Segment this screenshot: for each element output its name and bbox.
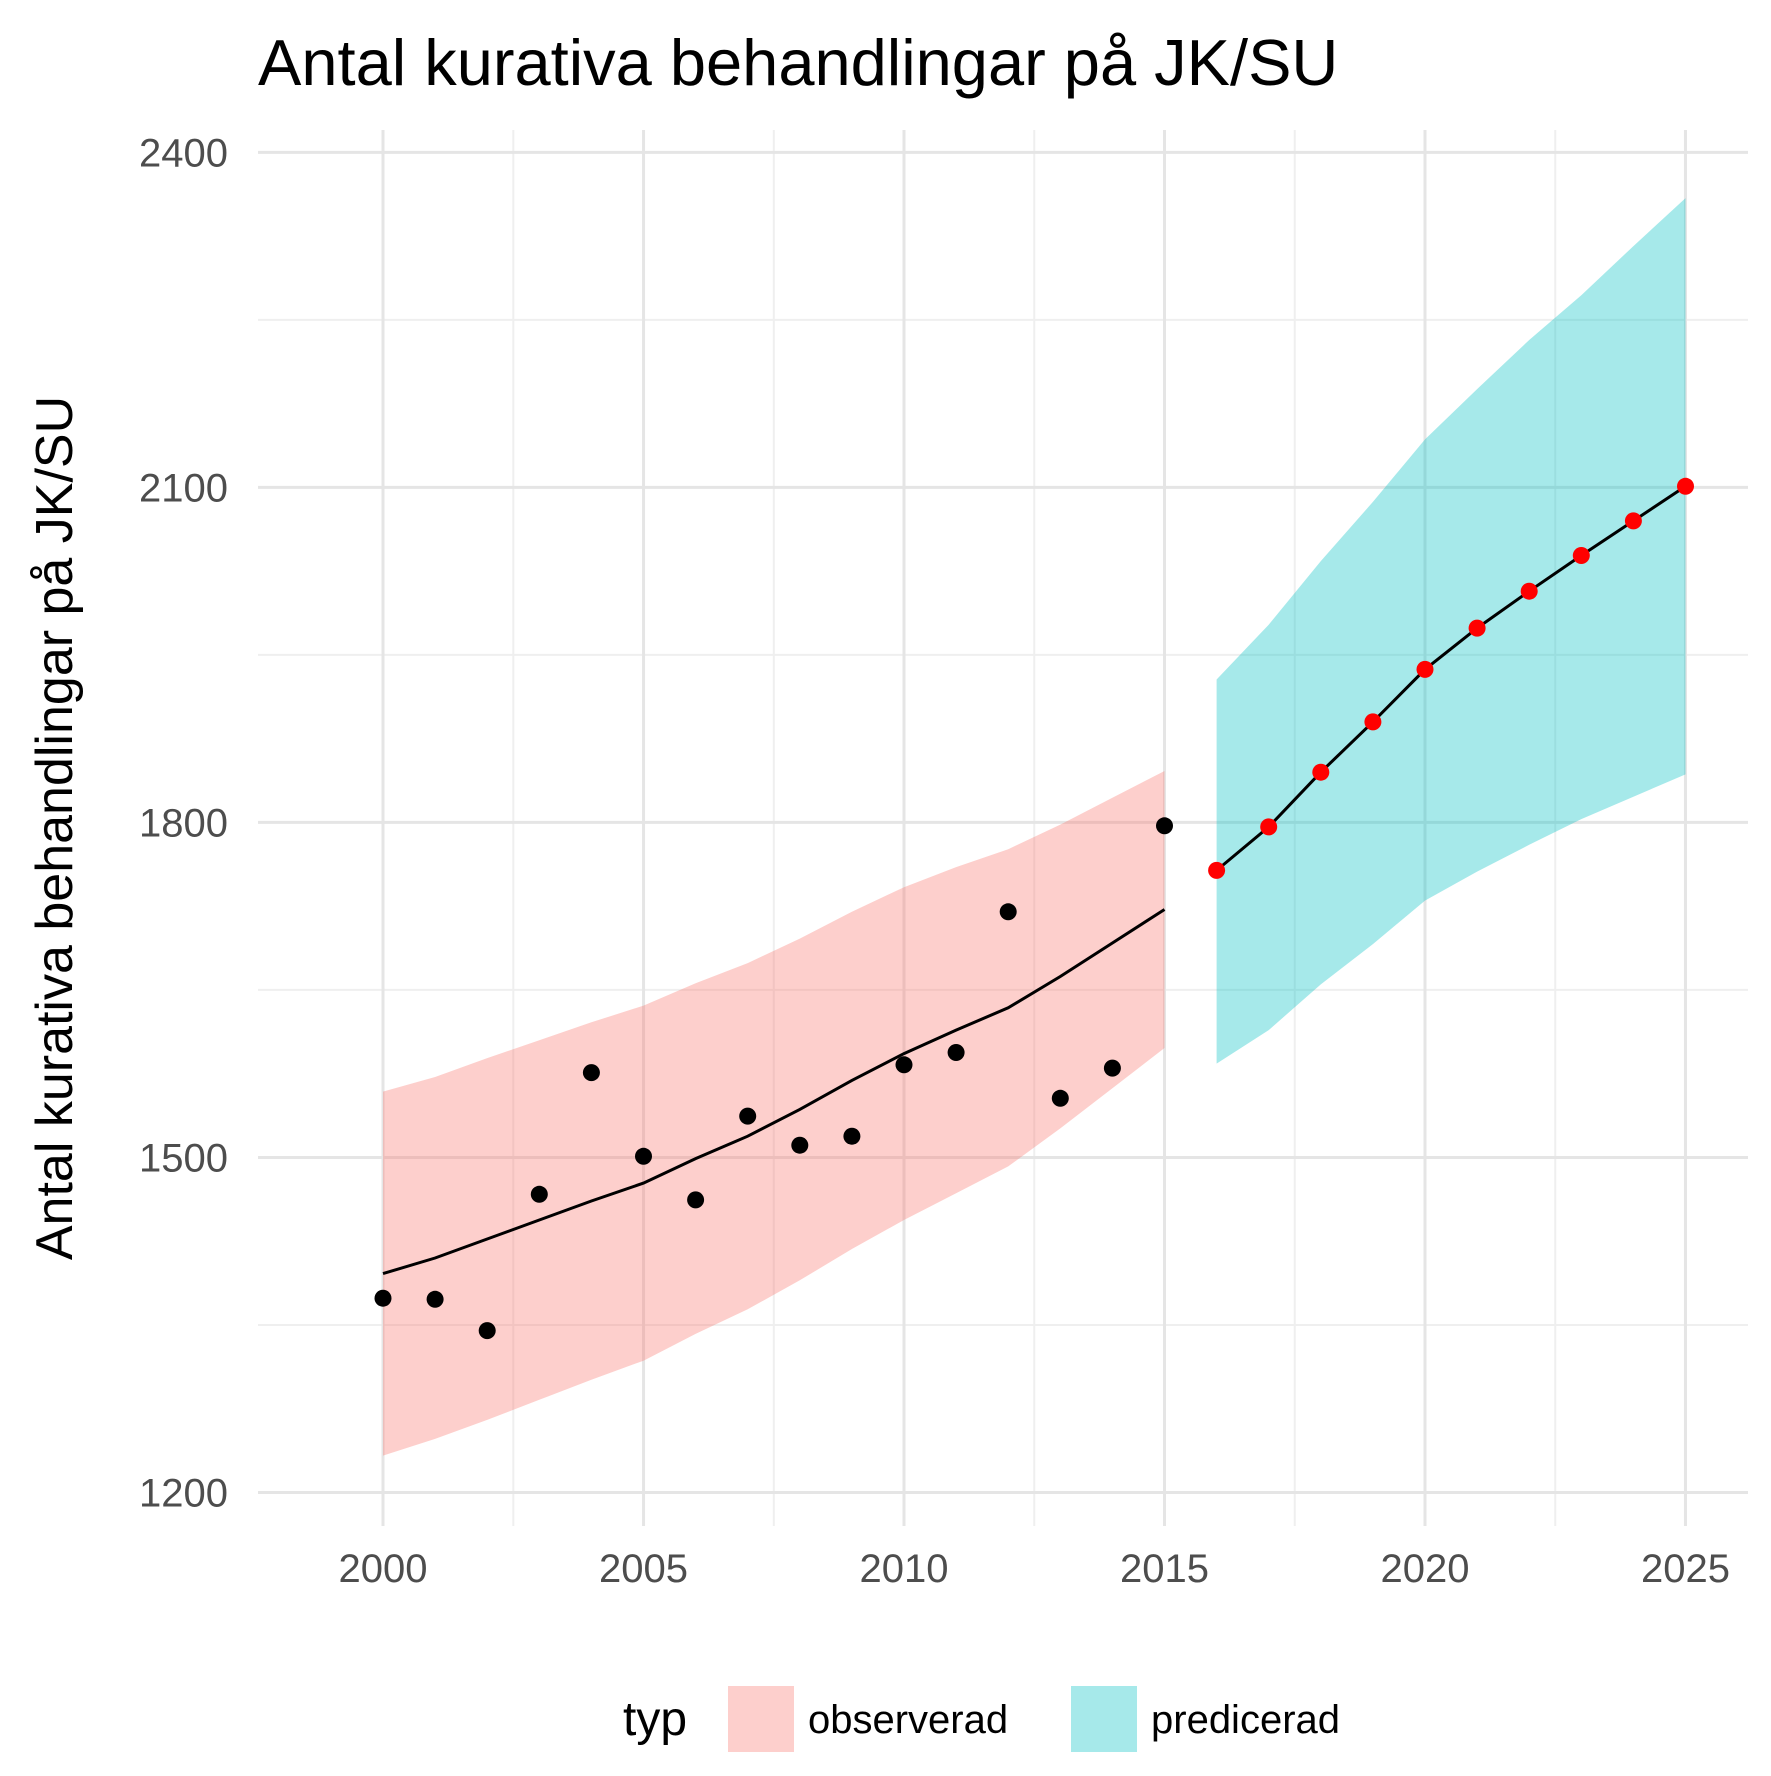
data-point-observerad	[478, 1322, 496, 1340]
y-tick-label: 2400	[139, 131, 228, 175]
data-point-predicerad	[1624, 512, 1642, 530]
x-tick-label: 2010	[860, 1547, 949, 1591]
x-tick-label: 2020	[1381, 1547, 1470, 1591]
legend-label-predicerad: predicerad	[1151, 1698, 1340, 1742]
data-point-observerad	[582, 1064, 600, 1082]
ribbon-observerad	[383, 771, 1165, 1456]
data-point-observerad	[1051, 1089, 1069, 1107]
data-point-observerad	[739, 1107, 757, 1125]
ribbon-predicerad	[1216, 198, 1686, 1064]
chart-title: Antal kurativa behandlingar på JK/SU	[258, 26, 1338, 99]
data-point-observerad	[1103, 1059, 1121, 1077]
legend: typ observerad predicerad	[623, 1686, 1340, 1752]
x-tick-label: 2015	[1120, 1547, 1209, 1591]
data-point-predicerad	[1677, 477, 1694, 495]
y-axis-title: Antal kurativa behandlingar på JK/SU	[26, 396, 84, 1260]
data-point-observerad	[947, 1044, 965, 1061]
data-point-observerad	[687, 1191, 705, 1209]
data-point-observerad	[895, 1056, 913, 1074]
tick-layer: 1200 1500 1800 2100 2400 2000 2005 2010 2015 2020…	[139, 131, 1730, 1591]
x-tick-label: 2005	[599, 1547, 688, 1591]
data-point-predicerad	[1468, 619, 1486, 637]
ribbon-layer	[383, 198, 1686, 1456]
y-tick-label: 1500	[139, 1136, 228, 1180]
data-point-observerad	[530, 1185, 548, 1203]
data-point-observerad	[999, 903, 1017, 921]
data-point-observerad	[1156, 817, 1173, 835]
data-point-observerad	[426, 1290, 444, 1308]
fit-line-predicerad	[1215, 485, 1687, 872]
data-point-observerad	[374, 1289, 392, 1307]
y-tick-label: 2100	[139, 466, 228, 510]
data-point-observerad	[791, 1136, 809, 1154]
fit-line-observerad	[382, 908, 1166, 1276]
y-tick-label: 1800	[139, 801, 228, 845]
legend-label-observerad: observerad	[808, 1698, 1008, 1742]
legend-key-observerad	[728, 1686, 794, 1752]
data-point-predicerad	[1520, 582, 1538, 600]
line-layer	[382, 485, 1687, 1276]
legend-title: typ	[623, 1693, 687, 1746]
x-tick-label: 2000	[339, 1547, 428, 1591]
y-tick-label: 1200	[139, 1471, 228, 1515]
legend-key-predicerad	[1071, 1686, 1137, 1752]
data-point-predicerad	[1208, 861, 1226, 879]
data-point-predicerad	[1364, 713, 1382, 731]
x-tick-label: 2025	[1641, 1547, 1730, 1591]
data-point-predicerad	[1572, 547, 1590, 564]
data-point-predicerad	[1312, 763, 1330, 781]
data-point-predicerad	[1260, 818, 1278, 836]
data-point-observerad	[843, 1127, 861, 1145]
data-point-predicerad	[1416, 660, 1434, 678]
point-layer	[374, 477, 1694, 1340]
data-point-observerad	[635, 1147, 652, 1165]
